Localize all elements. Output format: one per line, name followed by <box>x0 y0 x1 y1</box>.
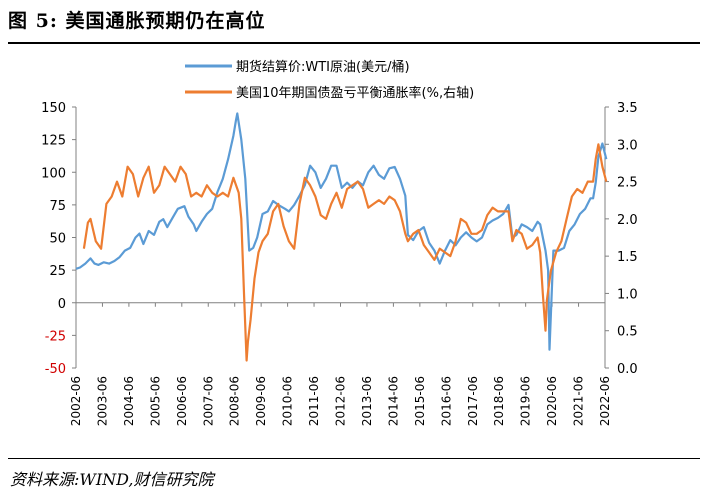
y-tick-label-right: 0.5 <box>617 325 638 340</box>
x-tick-label: 2021-06 <box>572 376 586 426</box>
x-tick-label: 2011-06 <box>307 376 321 426</box>
series-line-1 <box>75 112 608 351</box>
y-tick-label-right: 2.5 <box>617 176 638 191</box>
y-tick-label-left: 25 <box>49 264 66 279</box>
source-rule <box>8 458 700 459</box>
x-tick-label: 2004-06 <box>122 376 136 426</box>
y-tick-label-left: -25 <box>45 329 66 344</box>
y-tick-label-left: 50 <box>49 232 66 247</box>
x-tick-label: 2002-06 <box>69 376 83 426</box>
y-tick-label-right: 1.5 <box>617 250 638 265</box>
x-tick-label: 2020-06 <box>545 376 559 426</box>
series-lines <box>75 112 608 362</box>
y-tick-label-right: 3.5 <box>617 101 638 116</box>
y-tick-label-right: 1.0 <box>617 287 638 302</box>
x-tick-label: 2010-06 <box>281 376 295 426</box>
y-tick-label-left: 75 <box>49 199 66 214</box>
x-tick-label: 2018-06 <box>492 376 506 426</box>
y-tick-label-left: 0 <box>58 297 66 312</box>
x-tick-label: 2022-06 <box>598 376 612 426</box>
x-tick-label: 2009-06 <box>254 376 268 426</box>
x-tick-label: 2003-06 <box>95 376 109 426</box>
x-tick-label: 2013-06 <box>360 376 374 426</box>
series-line-2 <box>82 143 608 362</box>
x-tick-label: 2016-06 <box>439 376 453 426</box>
y-tick-label-left: 100 <box>41 166 66 181</box>
x-tick-label: 2008-06 <box>228 376 242 426</box>
x-tick-label: 2017-06 <box>466 376 480 426</box>
y-tick-label-left: 125 <box>41 134 66 149</box>
figure-title: 图 5: 美国通胀预期仍在高位 <box>8 10 266 32</box>
legend-label-2: 美国10年期国债盈亏平衡通胀率(%,右轴) <box>236 85 474 101</box>
x-tick-label: 2014-06 <box>386 376 400 426</box>
x-tick-label: 2007-06 <box>201 376 215 426</box>
y-tick-label-left: 150 <box>41 101 66 116</box>
y-tick-label-right: 3.0 <box>617 138 638 153</box>
axes: 150 125 100 75 50 25 0 -25 -50 3.5 3.0 2.5 2.0 1.5 1.0… <box>41 101 638 426</box>
x-tick-label: 2005-06 <box>148 376 162 426</box>
chart: 期货结算价:WTI原油(美元/桶) 美国10年期国债盈亏平衡通胀率(%,右轴) 1… <box>41 59 638 426</box>
x-tick-label: 2019-06 <box>519 376 533 426</box>
y-tick-label-left: -50 <box>45 362 66 377</box>
legend-label-1: 期货结算价:WTI原油(美元/桶) <box>236 59 410 75</box>
title-rule <box>8 42 700 44</box>
source-note: 资料来源:WIND,财信研究院 <box>10 470 214 489</box>
x-tick-label: 2012-06 <box>334 376 348 426</box>
legend: 期货结算价:WTI原油(美元/桶) 美国10年期国债盈亏平衡通胀率(%,右轴) <box>185 59 474 101</box>
y-tick-label-right: 2.0 <box>617 213 638 228</box>
x-tick-label: 2015-06 <box>413 376 427 426</box>
x-tick-label: 2006-06 <box>175 376 189 426</box>
y-tick-label-right: 0.0 <box>617 362 638 377</box>
